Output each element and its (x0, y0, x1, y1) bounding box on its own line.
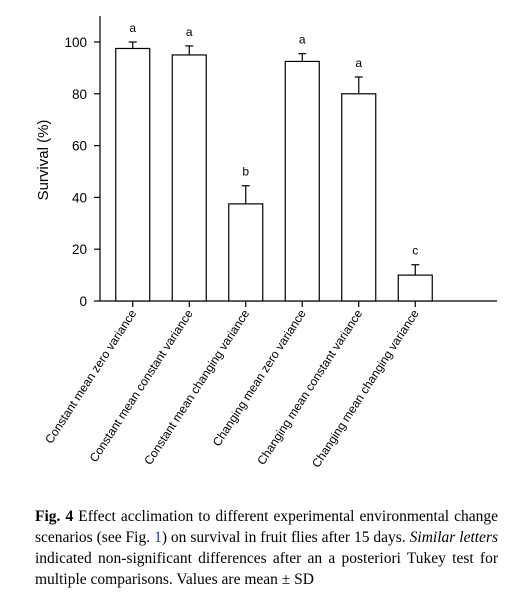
chart-bars: a a b a a c (115, 21, 433, 302)
y-axis-label: Survival (%) (35, 120, 52, 201)
x-tick-label: Constant mean changing variance (141, 307, 252, 468)
y-tick-label: 0 (79, 294, 87, 309)
y-tick-label: 80 (72, 87, 87, 102)
x-tick-label: Constant mean constant variance (87, 307, 196, 465)
x-tick-label: Changing mean zero variance (210, 307, 309, 449)
bar (341, 93, 377, 302)
x-tick-label: Changing mean changing variance (309, 307, 422, 470)
y-tick-label: 40 (72, 190, 87, 205)
caption-text-2: ) on survival in fruit flies after 15 da… (161, 529, 410, 546)
significance-letter: a (186, 25, 193, 39)
x-tick-label: Constant mean zero variance (42, 307, 139, 446)
figure-reference-link[interactable]: 1 (154, 529, 162, 546)
significance-letter: a (129, 21, 136, 35)
significance-letter: a (355, 56, 362, 70)
bar (228, 203, 264, 302)
y-tick-label: 20 (72, 242, 87, 257)
bar (171, 54, 207, 302)
significance-letter: a (299, 33, 306, 47)
significance-letter: b (242, 165, 249, 179)
caption-text-1: Effect acclimation to different experime… (35, 508, 498, 546)
x-tick-label: Changing mean constant variance (254, 307, 365, 468)
bar (397, 274, 433, 302)
figure-label: Fig. 4 (35, 508, 74, 525)
bar (284, 60, 320, 302)
caption-text-3: indicated non-significant differences af… (35, 550, 498, 588)
y-tick-label: 60 (72, 139, 87, 154)
significance-letter: c (412, 244, 418, 258)
y-tick-label: 100 (64, 35, 87, 50)
caption-italic: Similar letters (409, 529, 499, 546)
bar (115, 47, 151, 302)
figure-caption: Fig. 4 Effect acclimation to different e… (35, 506, 498, 590)
